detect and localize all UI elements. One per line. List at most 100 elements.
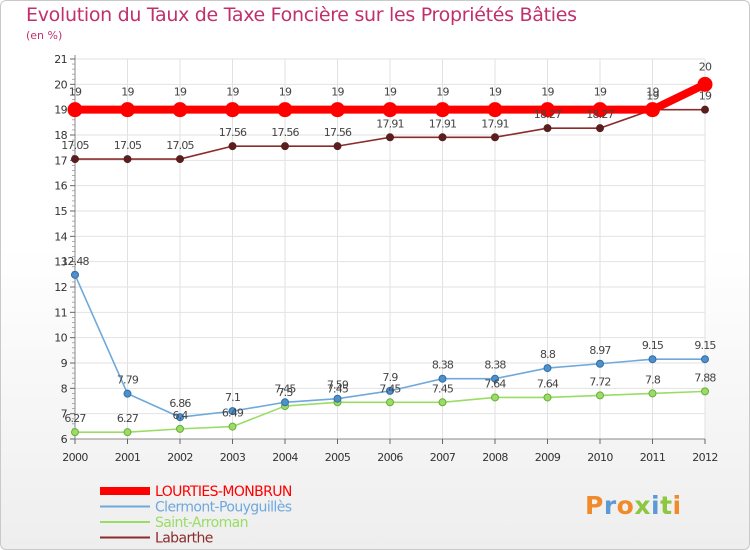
data-label-0: 19 [436, 86, 449, 99]
data-label-3: 17.56 [219, 126, 247, 139]
x-tick-label: 2006 [377, 451, 403, 464]
series-point-2 [386, 398, 394, 407]
data-label-0: 19 [279, 86, 292, 99]
data-label-3: 17.05 [61, 139, 89, 152]
brand-logo: Proxiti [585, 491, 682, 520]
series-point-1 [228, 407, 237, 416]
x-tick-label: 2003 [220, 451, 246, 464]
series-point-1 [281, 398, 289, 407]
chart-subtitle: (en %) [26, 29, 63, 42]
series-point-1 [648, 355, 657, 364]
series-point-3 [386, 133, 394, 142]
series-point-1 [123, 389, 132, 398]
data-label-3: 19 [699, 90, 712, 103]
y-tick-label: 15 [54, 205, 67, 218]
data-label-2: 7.8 [645, 373, 661, 386]
data-label-2: 7.64 [484, 377, 506, 390]
y-tick-label: 21 [54, 53, 67, 66]
x-tick-label: 2004 [272, 451, 298, 464]
legend-label-1: Clermont-Pouyguillès [155, 500, 292, 516]
data-label-3: 18.27 [586, 108, 614, 121]
data-label-2: 6.49 [222, 407, 244, 420]
data-label-0: 19 [174, 86, 187, 99]
series-point-2 [176, 424, 184, 433]
data-label-1: 7.9 [382, 371, 398, 384]
series-point-3 [701, 105, 709, 114]
data-label-2: 7.88 [694, 371, 716, 384]
data-label-1: 9.15 [694, 339, 716, 352]
brand-letter: o [616, 491, 635, 520]
x-tick-label: 2002 [167, 451, 193, 464]
series-point-1 [491, 374, 499, 383]
data-label-3: 18.27 [534, 108, 562, 121]
data-label-3: 17.91 [429, 117, 457, 130]
data-label-1: 6.86 [169, 397, 191, 410]
data-label-0: 19 [384, 86, 397, 99]
y-tick-label: 11 [54, 306, 67, 319]
series-point-2 [438, 398, 447, 407]
series-point-3 [71, 155, 79, 164]
brand-letter: x [634, 491, 651, 520]
data-label-0: 19 [331, 86, 344, 99]
series-point-2 [648, 389, 657, 398]
data-label-0: 19 [226, 86, 239, 99]
data-label-2: 7.72 [589, 375, 610, 388]
series-point-1 [543, 364, 552, 373]
data-label-2: 7.45 [327, 382, 349, 395]
series-point-0 [330, 102, 345, 118]
data-label-3: 17.91 [376, 117, 404, 130]
series-point-3 [176, 155, 184, 164]
y-tick-label: 7 [61, 408, 68, 421]
series-point-3 [438, 133, 447, 142]
series-point-0 [172, 102, 188, 118]
data-label-3: 17.05 [166, 139, 194, 152]
x-tick-label: 2010 [587, 451, 613, 464]
y-tick-label: 13 [54, 256, 67, 269]
series-point-0 [67, 102, 83, 118]
legend-label-2: Saint-Arroman [155, 515, 248, 531]
data-label-2: 6.27 [117, 412, 139, 425]
data-label-3: 17.05 [114, 139, 142, 152]
series-point-3 [491, 133, 499, 142]
y-tick-label: 19 [54, 104, 67, 117]
y-tick-label: 6 [61, 433, 68, 446]
data-label-0: 20 [699, 60, 712, 73]
chart-title: Evolution du Taux de Taxe Foncière sur l… [26, 4, 577, 26]
brand-letter: i [672, 491, 682, 520]
series-point-2 [596, 391, 604, 400]
data-label-0: 19 [541, 86, 554, 99]
data-label-0: 19 [489, 86, 502, 99]
x-tick-label: 2011 [640, 451, 666, 464]
data-label-1: 8.97 [589, 344, 611, 357]
series-point-0 [277, 102, 293, 118]
series-point-1 [596, 359, 604, 368]
data-label-1: 7.79 [117, 374, 139, 387]
data-label-2: 6.4 [172, 409, 188, 422]
y-tick-label: 18 [54, 129, 67, 142]
data-label-1: 7.45 [274, 382, 296, 395]
data-label-3: 17.91 [481, 117, 509, 130]
brand-letter: i [651, 491, 661, 520]
series-point-2 [71, 428, 79, 437]
series-point-0 [435, 102, 450, 118]
data-label-0: 19 [121, 86, 134, 99]
x-tick-label: 2009 [535, 451, 561, 464]
x-tick-label: 2005 [325, 451, 351, 464]
x-tick-label: 2008 [482, 451, 508, 464]
series-point-3 [543, 124, 552, 133]
data-label-3: 17.56 [271, 126, 299, 139]
series-point-3 [123, 155, 132, 164]
x-tick-label: 2007 [430, 451, 456, 464]
series-point-0 [540, 102, 555, 118]
series-point-2 [543, 393, 552, 402]
series-point-0 [225, 102, 240, 118]
data-label-2: 7.45 [379, 382, 401, 395]
series-point-1 [333, 394, 342, 403]
y-tick-label: 17 [54, 154, 67, 167]
series-point-2 [228, 422, 237, 431]
series-point-0 [120, 102, 135, 118]
data-label-1: 8.8 [540, 348, 556, 361]
series-point-1 [438, 374, 447, 383]
y-tick-label: 12 [54, 281, 67, 294]
